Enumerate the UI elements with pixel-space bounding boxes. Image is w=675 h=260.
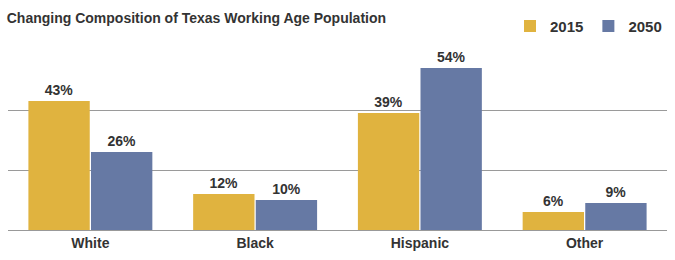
svg-text:Changing Composition of Texas: Changing Composition of Texas Working Ag… [7,10,386,26]
svg-text:Other: Other [566,235,604,251]
svg-text:12%: 12% [210,175,239,191]
svg-text:2015: 2015 [550,18,583,35]
svg-text:39%: 39% [374,94,403,110]
svg-text:43%: 43% [45,82,74,98]
svg-text:26%: 26% [107,133,136,149]
svg-text:Hispanic: Hispanic [391,235,450,251]
svg-text:54%: 54% [437,49,466,65]
svg-text:9%: 9% [606,184,627,200]
svg-text:Black: Black [236,235,274,251]
svg-text:6%: 6% [543,193,564,209]
svg-text:2050: 2050 [628,18,661,35]
svg-text:10%: 10% [272,181,301,197]
svg-text:White: White [71,235,109,251]
